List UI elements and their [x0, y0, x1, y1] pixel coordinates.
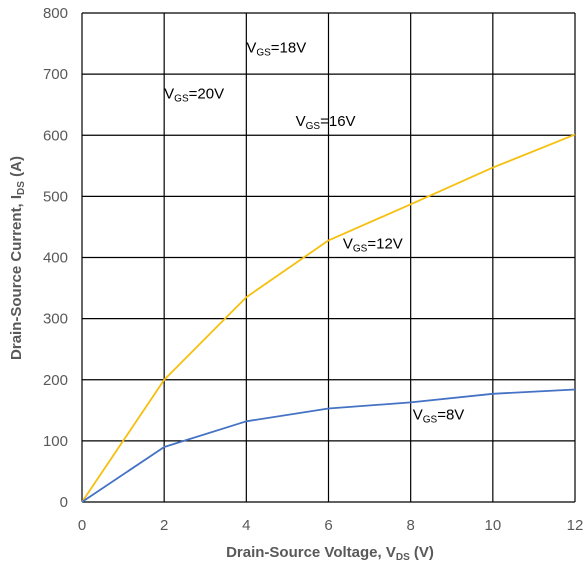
grid-lines — [81, 12, 576, 503]
x-tick-label: 4 — [242, 517, 250, 534]
x-tick-label: 12 — [567, 517, 584, 534]
series-line-2 — [81, 388, 576, 503]
y-tick-label: 200 — [43, 372, 68, 389]
annotation-label: VGS=12V — [343, 235, 403, 254]
annotation-label: VGS=20V — [164, 86, 224, 105]
y-axis-title: Drain-Source Current, IDS (A) — [8, 156, 27, 360]
y-tick-label: 0 — [60, 494, 68, 511]
x-axis-title: Drain-Source Voltage, VDS (V) — [226, 544, 434, 563]
x-tick-label: 2 — [160, 517, 168, 534]
annotation-label: VGS=8V — [413, 406, 465, 425]
series-line-1 — [81, 133, 576, 503]
y-tick-label: 300 — [43, 311, 68, 328]
y-tick-label: 100 — [43, 433, 68, 450]
series-lines — [81, 133, 576, 503]
annotations: VGS=18V VGS=20V VGS=16V VGS=12V VGS=8V — [164, 40, 464, 426]
x-tick-label: 6 — [324, 517, 332, 534]
y-tick-label: 700 — [43, 66, 68, 83]
tick-labels: 0 2 4 6 8 10 12 0 100 200 300 400 500 600 700 800 — [43, 5, 583, 534]
x-tick-label: 10 — [484, 517, 501, 534]
y-tick-label: 500 — [43, 188, 68, 205]
y-tick-label: 400 — [43, 250, 68, 267]
annotation-label: VGS=18V — [246, 40, 306, 59]
y-tick-label: 600 — [43, 127, 68, 144]
x-tick-label: 0 — [78, 517, 86, 534]
y-tick-label: 800 — [43, 5, 68, 22]
annotation-label: VGS=16V — [296, 113, 356, 132]
x-tick-label: 8 — [406, 517, 414, 534]
